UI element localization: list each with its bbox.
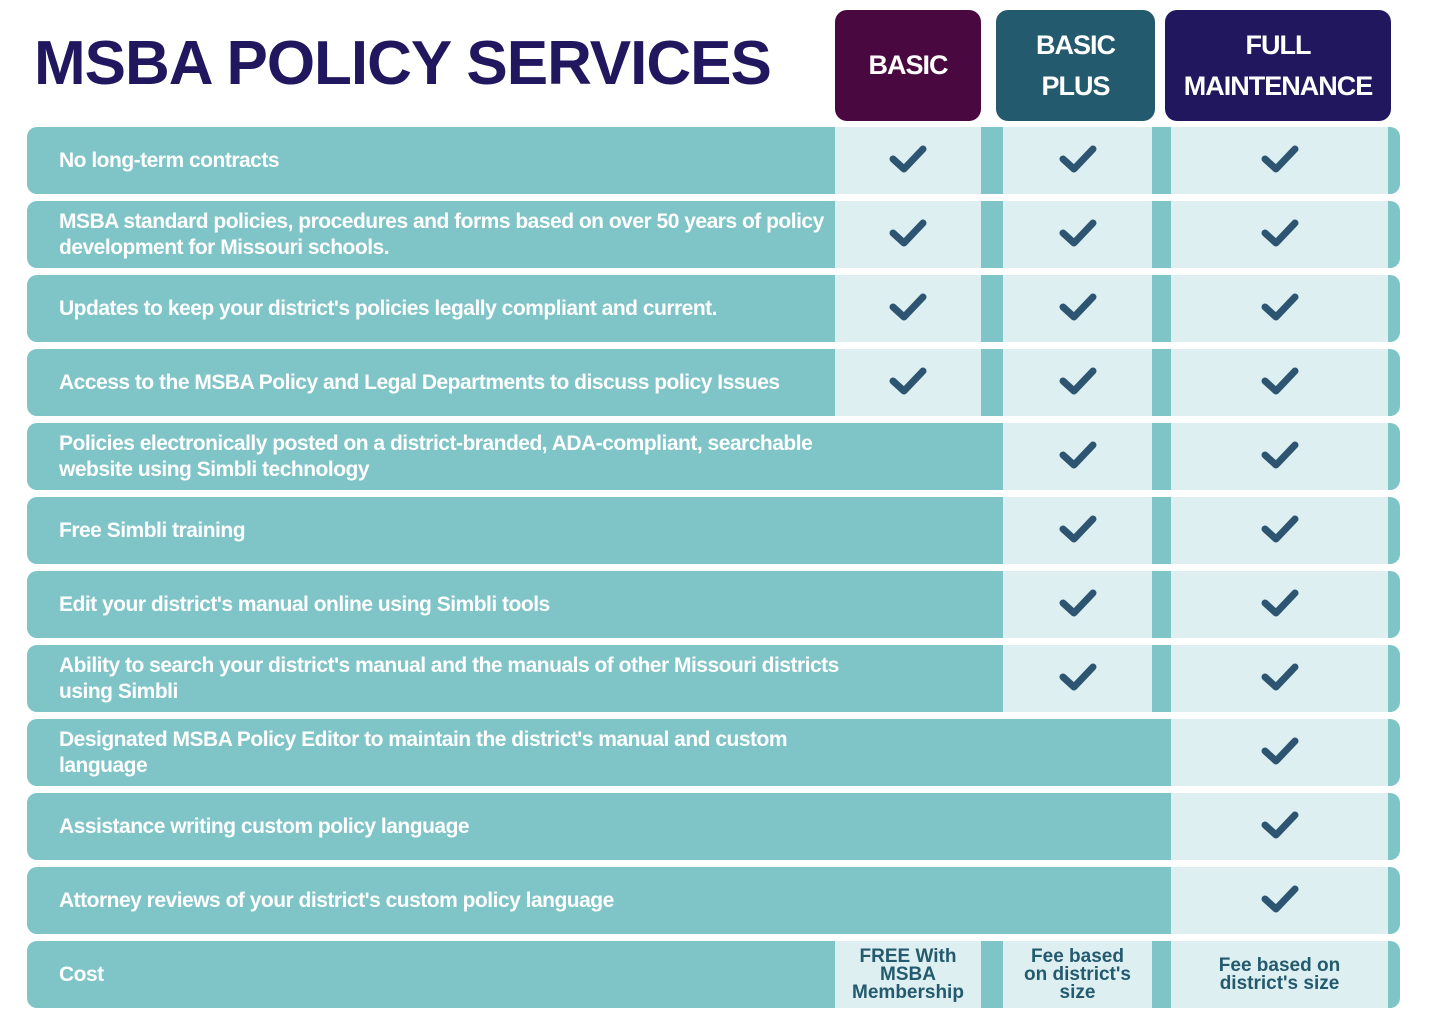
feature-row: Edit your district's manual online using… [27,571,1400,638]
checkmark-icon [1260,809,1300,845]
cost-row: Cost FREE With MSBA Membership Fee based o… [27,941,1400,1008]
tier-cell [835,201,981,268]
tier-header-full-maintenance: FULL MAINTENANCE [1165,10,1391,121]
tier-header-basic-plus: BASIC PLUS [996,10,1155,121]
tier-cell [1003,349,1152,416]
feature-label: Assistance writing custom policy languag… [59,814,470,838]
feature-row: Updates to keep your district's policies… [27,275,1400,342]
tier-cell [1171,349,1388,416]
checkmark-icon [1058,291,1098,327]
tier-header-basic: BASIC [835,10,981,121]
feature-row: Ability to search your district's manual… [27,645,1400,712]
checkmark-icon [1058,217,1098,253]
cost-value: FREE With MSBA Membership [835,941,981,1008]
feature-label: No long-term contracts [59,148,280,172]
cost-value: Fee based on district's size [1171,941,1388,1008]
feature-label: MSBA standard policies, procedures and f… [59,209,824,259]
checkmark-icon [1260,365,1300,401]
tier-cell [1171,423,1388,490]
tier-cell [1171,201,1388,268]
feature-row: Policies electronically posted on a dist… [27,423,1400,490]
feature-row: Designated MSBA Policy Editor to maintai… [27,719,1400,786]
tier-cell [1003,127,1152,194]
tier-cell [1003,275,1152,342]
checkmark-icon [1260,587,1300,623]
checkmark-icon [1260,439,1300,475]
checkmark-icon [1058,143,1098,179]
checkmark-icon [1260,735,1300,771]
checkmark-icon [1058,587,1098,623]
page-title: MSBA POLICY SERVICES [34,29,772,98]
checkmark-icon [1260,883,1300,919]
checkmark-icon [888,365,928,401]
checkmark-icon [1260,291,1300,327]
feature-row: Attorney reviews of your district's cust… [27,867,1400,934]
checkmark-icon [888,291,928,327]
feature-row: MSBA standard policies, procedures and f… [27,201,1400,268]
tier-cell [835,349,981,416]
tier-cell [1003,423,1152,490]
feature-row: Access to the MSBA Policy and Legal Depa… [27,349,1400,416]
feature-label: Designated MSBA Policy Editor to maintai… [59,727,788,777]
feature-label: Ability to search your district's manual… [59,653,839,703]
feature-label: Free Simbli training [59,518,246,542]
feature-label: Attorney reviews of your district's cust… [59,888,614,912]
tier-cell [1171,127,1388,194]
cost-value: Fee based on district's size [1003,941,1152,1008]
checkmark-icon [1260,217,1300,253]
checkmark-icon [1058,439,1098,475]
checkmark-icon [1058,365,1098,401]
tier-cell [835,127,981,194]
feature-row: Free Simbli training [27,497,1400,564]
feature-label: Edit your district's manual online using… [59,592,550,616]
feature-label: Access to the MSBA Policy and Legal Depa… [59,370,780,394]
tier-cell [1171,571,1388,638]
tier-cell [1171,719,1388,786]
tier-cell [1003,201,1152,268]
cost-label: Cost [59,962,104,986]
tier-cell [1171,793,1388,860]
tier-cell [1003,497,1152,564]
tier-cell [1171,867,1388,934]
checkmark-icon [1058,661,1098,697]
checkmark-icon [1260,143,1300,179]
tier-cell [1003,571,1152,638]
tier-cell [1003,645,1152,712]
feature-label: Updates to keep your district's policies… [59,296,718,320]
tier-cell [835,275,981,342]
checkmark-icon [1260,513,1300,549]
feature-row: Assistance writing custom policy languag… [27,793,1400,860]
feature-label: Policies electronically posted on a dist… [59,431,813,481]
tier-cell [1171,645,1388,712]
checkmark-icon [1058,513,1098,549]
checkmark-icon [1260,661,1300,697]
tier-cell [1171,275,1388,342]
feature-row: No long-term contracts [27,127,1400,194]
tier-cell [1171,497,1388,564]
checkmark-icon [888,143,928,179]
checkmark-icon [888,217,928,253]
